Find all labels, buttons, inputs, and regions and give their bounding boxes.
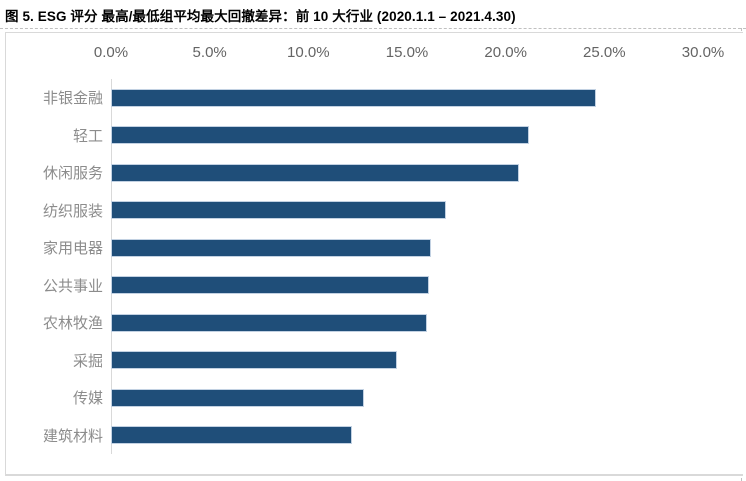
bar-track	[111, 267, 703, 305]
x-axis-tick-label: 20.0%	[484, 44, 527, 61]
bar	[111, 88, 597, 107]
x-axis-tick-label: 5.0%	[192, 44, 227, 61]
bar-row: 建筑材料	[6, 417, 743, 455]
bar-row: 轻工	[6, 117, 743, 155]
bar-track	[111, 304, 703, 342]
bar-track	[111, 342, 703, 380]
category-label: 家用电器	[42, 240, 103, 258]
x-axis-tick-label: 30.0%	[681, 44, 725, 61]
bar	[111, 313, 427, 332]
bar-chart: 非银金融轻工休闲服务纺织服装家用电器公共事业农林牧渔采掘传媒建筑材料	[6, 79, 743, 454]
y-axis-line	[111, 79, 112, 454]
category-label: 公共事业	[42, 277, 103, 295]
x-axis: 0.0% 5.0% 10.0% 15.0% 20.0% 25.0% 30.0%	[94, 39, 724, 67]
category-label: 传媒	[72, 390, 103, 408]
bar	[111, 126, 530, 145]
bar	[111, 388, 364, 407]
bar-track	[111, 417, 703, 455]
category-label: 农林牧渔	[42, 315, 103, 333]
category-label: 轻工	[72, 127, 103, 145]
x-axis-tick-label: 0.0%	[93, 44, 129, 61]
bar-row: 公共事业	[6, 267, 743, 305]
x-axis-tick-label: 10.0%	[287, 44, 330, 61]
bar	[111, 201, 447, 220]
category-label: 采掘	[72, 352, 103, 370]
category-label: 非银金融	[42, 90, 103, 108]
bar-row: 非银金融	[6, 79, 743, 117]
bar-track	[111, 117, 703, 155]
bar-track	[111, 229, 703, 267]
bar-row: 纺织服装	[6, 192, 743, 230]
category-label: 纺织服装	[42, 202, 103, 220]
category-label: 休闲服务	[42, 165, 103, 183]
bar-row: 休闲服务	[6, 154, 743, 192]
bar	[111, 426, 352, 445]
bar	[111, 276, 429, 295]
x-axis-tick-label: 25.0%	[583, 44, 626, 61]
bar-track	[111, 79, 703, 117]
bar-row: 传媒	[6, 379, 743, 417]
chart-panel: 0.0% 5.0% 10.0% 15.0% 20.0% 25.0% 30.0% 非银金融轻工…	[5, 32, 743, 476]
bar-track	[111, 379, 703, 417]
bar-row: 家用电器	[6, 229, 743, 267]
bar	[111, 163, 520, 182]
bar-track	[111, 154, 703, 192]
bar	[111, 238, 431, 257]
top-dashed-divider	[0, 28, 746, 29]
figure-title: 图 5. ESG 评分 最高/最低组平均最大回撤差异：前 10 大行业 (202…	[5, 9, 516, 24]
bar	[111, 351, 398, 370]
bar-track	[111, 192, 703, 230]
category-label: 建筑材料	[42, 427, 103, 445]
bar-row: 采掘	[6, 342, 743, 380]
bar-row: 农林牧渔	[6, 304, 743, 342]
x-axis-tick-label: 15.0%	[385, 44, 429, 61]
